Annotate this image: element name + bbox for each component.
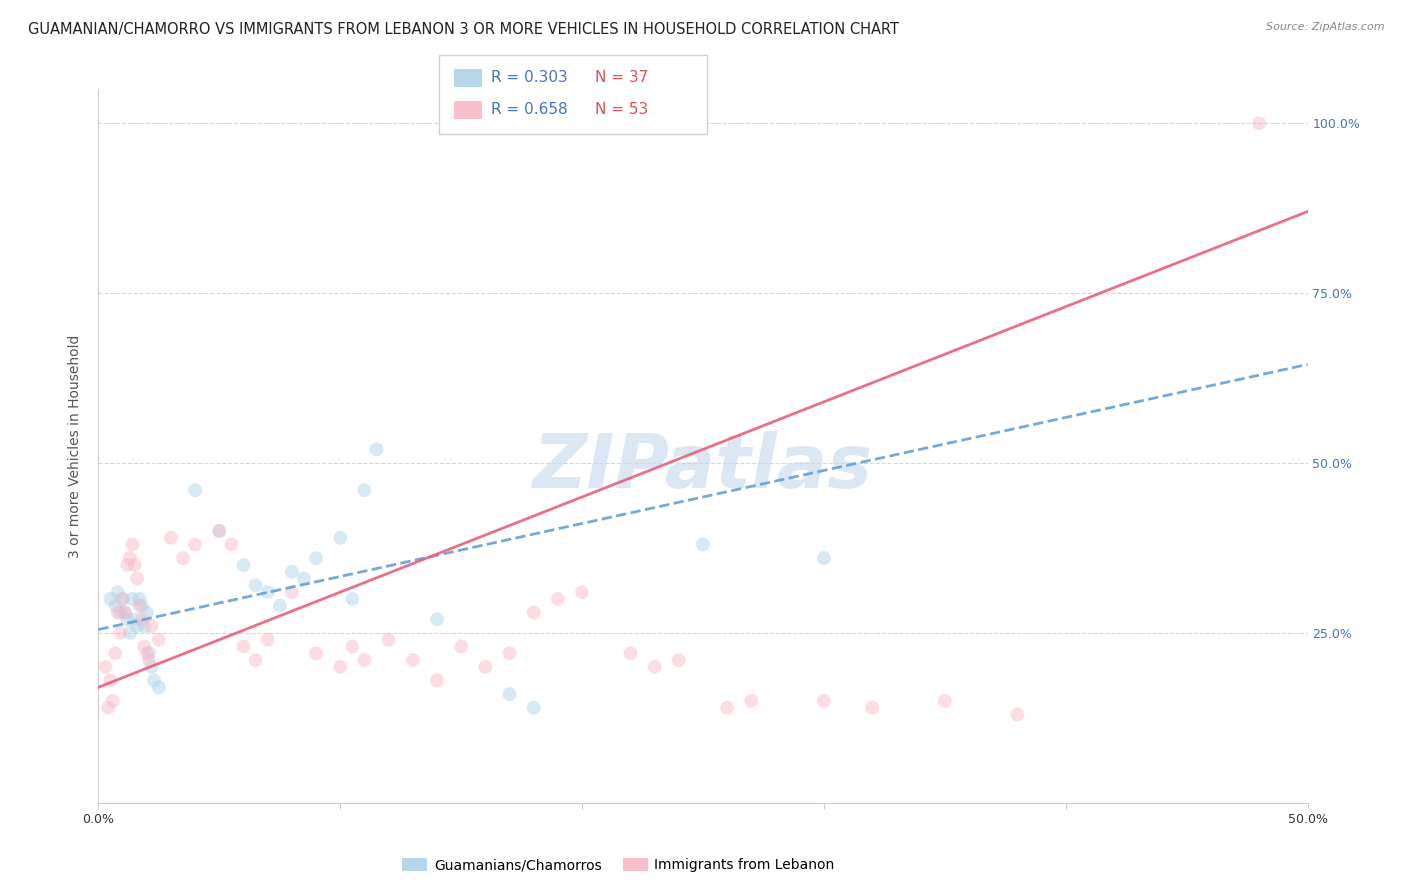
- Point: [232, 640, 254, 654]
- Point: [117, 612, 139, 626]
- Point: [245, 653, 267, 667]
- Point: [172, 551, 194, 566]
- Point: [104, 646, 127, 660]
- Point: [160, 531, 183, 545]
- Point: [1249, 116, 1271, 130]
- Point: [353, 483, 375, 498]
- Point: [450, 640, 472, 654]
- Point: [135, 646, 157, 660]
- Point: [184, 483, 207, 498]
- Point: [134, 619, 156, 633]
- Point: [498, 687, 520, 701]
- Point: [141, 660, 163, 674]
- Point: [141, 619, 163, 633]
- Point: [135, 606, 157, 620]
- Point: [281, 565, 304, 579]
- Point: [523, 606, 546, 620]
- Point: [716, 700, 738, 714]
- Text: GUAMANIAN/CHAMORRO VS IMMIGRANTS FROM LEBANON 3 OR MORE VEHICLES IN HOUSEHOLD CO: GUAMANIAN/CHAMORRO VS IMMIGRANTS FROM LE…: [28, 22, 898, 37]
- Point: [128, 591, 150, 606]
- Point: [281, 585, 304, 599]
- Point: [121, 591, 143, 606]
- Point: [101, 694, 124, 708]
- Point: [329, 660, 352, 674]
- Point: [118, 626, 141, 640]
- Point: [100, 591, 122, 606]
- Point: [813, 694, 835, 708]
- Point: [111, 591, 134, 606]
- Text: Source: ZipAtlas.com: Source: ZipAtlas.com: [1267, 22, 1385, 32]
- Point: [138, 646, 160, 660]
- Point: [256, 632, 278, 647]
- Point: [134, 640, 156, 654]
- Text: R = 0.303: R = 0.303: [491, 70, 568, 85]
- Point: [117, 558, 139, 572]
- Point: [644, 660, 666, 674]
- Point: [107, 585, 129, 599]
- Point: [143, 673, 166, 688]
- Point: [221, 537, 243, 551]
- Point: [474, 660, 496, 674]
- Text: R = 0.658: R = 0.658: [491, 103, 567, 117]
- Point: [269, 599, 291, 613]
- Y-axis label: 3 or more Vehicles in Household: 3 or more Vehicles in Household: [69, 334, 83, 558]
- Point: [127, 619, 149, 633]
- Point: [571, 585, 593, 599]
- Point: [97, 700, 120, 714]
- Point: [342, 640, 364, 654]
- Point: [114, 606, 136, 620]
- Point: [208, 524, 231, 538]
- Point: [1007, 707, 1029, 722]
- Point: [124, 558, 146, 572]
- Point: [292, 572, 315, 586]
- Point: [366, 442, 388, 457]
- Point: [111, 591, 134, 606]
- Point: [148, 632, 170, 647]
- Point: [813, 551, 835, 566]
- Point: [245, 578, 267, 592]
- Point: [342, 591, 364, 606]
- Point: [498, 646, 520, 660]
- Text: N = 37: N = 37: [595, 70, 648, 85]
- Point: [668, 653, 690, 667]
- Point: [104, 599, 127, 613]
- Point: [128, 599, 150, 613]
- Point: [124, 612, 146, 626]
- Point: [184, 537, 207, 551]
- Point: [108, 626, 131, 640]
- Point: [305, 551, 328, 566]
- Point: [107, 606, 129, 620]
- Point: [256, 585, 278, 599]
- Point: [692, 537, 714, 551]
- Point: [131, 612, 153, 626]
- Point: [108, 606, 131, 620]
- Point: [121, 537, 143, 551]
- Point: [547, 591, 569, 606]
- Point: [305, 646, 328, 660]
- Point: [523, 700, 546, 714]
- Point: [208, 524, 231, 538]
- Point: [426, 612, 449, 626]
- Point: [860, 700, 883, 714]
- Point: [934, 694, 956, 708]
- Point: [377, 632, 399, 647]
- Point: [127, 572, 149, 586]
- Point: [131, 599, 153, 613]
- Point: [100, 673, 122, 688]
- Point: [402, 653, 425, 667]
- Point: [426, 673, 449, 688]
- Point: [329, 531, 352, 545]
- Point: [118, 551, 141, 566]
- Legend: Guamanians/Chamorros, Immigrants from Lebanon: Guamanians/Chamorros, Immigrants from Le…: [396, 853, 841, 878]
- Point: [138, 653, 160, 667]
- Text: ZIPatlas: ZIPatlas: [533, 431, 873, 504]
- Point: [353, 653, 375, 667]
- Text: N = 53: N = 53: [595, 103, 648, 117]
- Point: [148, 680, 170, 694]
- Point: [114, 606, 136, 620]
- Point: [94, 660, 117, 674]
- Point: [232, 558, 254, 572]
- Point: [619, 646, 641, 660]
- Point: [740, 694, 762, 708]
